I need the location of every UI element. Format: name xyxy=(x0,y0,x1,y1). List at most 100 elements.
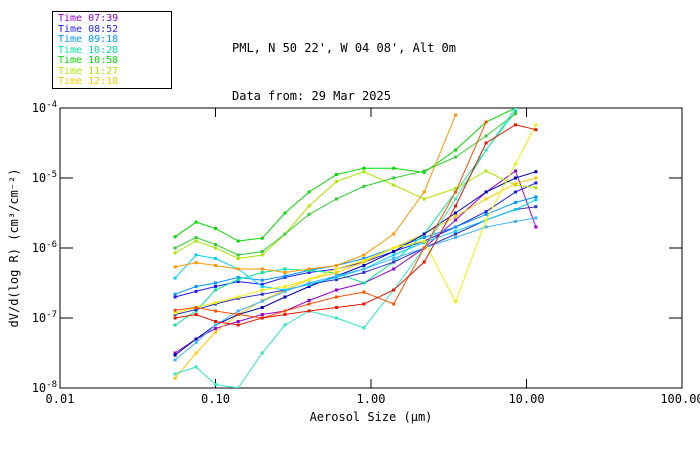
data-point-marker xyxy=(260,267,264,271)
y-tick-label: 10-7 xyxy=(32,310,57,325)
legend-item-time-10-28: Time 10:28 xyxy=(58,44,119,56)
series-time-09-18 xyxy=(173,195,538,296)
x-axis-label: Aerosol Size (µm) xyxy=(310,410,433,424)
data-point-marker xyxy=(335,197,338,201)
data-point-marker xyxy=(454,225,458,229)
data-point-marker xyxy=(534,170,538,174)
data-point-marker xyxy=(236,320,240,323)
data-point-marker xyxy=(283,285,287,288)
data-point-marker xyxy=(260,288,264,292)
legend-item-time-11-27: Time 11:27 xyxy=(58,65,119,77)
data-point-marker xyxy=(484,212,488,216)
data-point-marker xyxy=(362,302,366,306)
data-point-marker xyxy=(236,239,240,243)
data-point-marker xyxy=(514,219,517,223)
data-point-marker xyxy=(514,169,517,173)
data-point-marker xyxy=(173,323,177,327)
data-point-marker xyxy=(454,148,458,152)
data-point-marker xyxy=(422,169,426,173)
data-point-marker xyxy=(362,259,366,263)
series-time-07-39 xyxy=(173,169,538,355)
data-point-marker xyxy=(335,306,338,309)
data-point-marker xyxy=(422,260,426,264)
data-point-marker xyxy=(422,239,426,243)
data-point-marker xyxy=(307,204,311,208)
data-point-marker xyxy=(335,180,338,183)
data-point-marker xyxy=(422,236,426,239)
data-point-marker xyxy=(514,162,517,166)
data-point-marker xyxy=(236,295,240,299)
data-point-marker xyxy=(283,289,287,293)
data-point-marker xyxy=(214,309,217,313)
series-line xyxy=(175,124,537,326)
series-unlabeled-orange xyxy=(173,113,458,274)
data-point-marker xyxy=(236,309,240,313)
data-point-marker xyxy=(173,265,177,269)
data-point-marker xyxy=(514,190,517,194)
data-point-marker xyxy=(236,278,240,281)
data-point-marker xyxy=(392,166,396,170)
data-point-marker xyxy=(194,253,198,257)
data-point-marker xyxy=(260,316,264,320)
data-point-marker xyxy=(173,276,177,280)
data-point-marker xyxy=(194,289,198,293)
data-point-marker xyxy=(484,190,488,194)
data-point-marker xyxy=(307,309,311,313)
data-point-marker xyxy=(214,320,217,323)
data-point-marker xyxy=(362,281,366,285)
plot-border xyxy=(59,107,683,389)
data-point-marker xyxy=(392,257,396,260)
data-point-marker xyxy=(214,226,217,230)
data-point-marker xyxy=(422,246,426,250)
data-point-marker xyxy=(283,274,287,278)
data-point-marker xyxy=(454,232,458,236)
data-point-marker xyxy=(194,220,198,224)
data-point-marker xyxy=(307,190,311,194)
data-point-marker xyxy=(173,292,177,296)
data-point-marker xyxy=(173,316,177,320)
data-point-marker xyxy=(335,271,338,274)
data-point-marker xyxy=(260,351,264,355)
data-point-marker xyxy=(392,253,396,257)
data-point-marker xyxy=(173,235,177,239)
data-point-marker xyxy=(283,313,287,316)
data-point-marker xyxy=(392,288,396,292)
data-point-marker xyxy=(534,205,538,209)
data-point-marker xyxy=(236,313,240,316)
data-point-marker xyxy=(173,358,177,362)
data-point-marker xyxy=(307,302,311,306)
data-point-marker xyxy=(173,311,177,315)
y-tick-label: 10-4 xyxy=(32,100,57,115)
y-tick-label: 10-8 xyxy=(32,380,57,395)
series-line xyxy=(174,108,516,388)
data-point-marker xyxy=(484,141,488,145)
data-point-marker xyxy=(194,337,198,341)
data-point-marker xyxy=(392,260,396,264)
data-point-marker xyxy=(362,290,366,294)
data-point-marker xyxy=(260,306,264,309)
data-point-marker xyxy=(422,232,426,236)
data-point-marker xyxy=(514,110,517,113)
series-line xyxy=(174,111,516,326)
series-unlabeled-cyan xyxy=(173,198,538,292)
data-point-marker xyxy=(194,365,198,369)
data-point-marker xyxy=(283,271,287,274)
data-point-marker xyxy=(514,123,517,127)
data-point-marker xyxy=(236,323,240,327)
data-point-marker xyxy=(335,278,338,281)
data-point-marker xyxy=(484,218,488,222)
data-point-marker xyxy=(307,271,311,274)
data-point-marker xyxy=(514,182,517,186)
data-point-marker xyxy=(484,134,488,138)
series-line xyxy=(174,170,537,354)
series-line xyxy=(174,170,536,260)
data-point-marker xyxy=(454,229,458,233)
data-point-marker xyxy=(236,386,240,388)
data-point-marker xyxy=(214,285,217,288)
x-tick-label: 0.10 xyxy=(201,392,230,406)
data-point-marker xyxy=(454,187,458,190)
series-time-11-27 xyxy=(173,169,538,260)
data-point-marker xyxy=(236,280,240,284)
